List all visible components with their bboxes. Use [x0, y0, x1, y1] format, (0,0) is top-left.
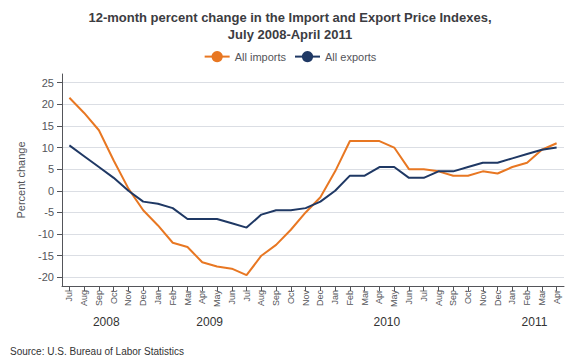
svg-text:10: 10 [42, 142, 54, 154]
svg-text:-10: -10 [38, 228, 54, 240]
svg-text:Jul: Jul [64, 290, 74, 302]
svg-text:July 2008-April 2011: July 2008-April 2011 [228, 27, 352, 42]
svg-text:Feb: Feb [168, 290, 178, 306]
svg-text:Aug: Aug [79, 290, 89, 306]
svg-text:Mar: Mar [183, 290, 193, 306]
svg-text:Nov: Nov [123, 290, 133, 307]
svg-text:Percent change: Percent change [15, 141, 27, 218]
svg-text:12-month percent change in the: 12-month percent change in the Import an… [88, 10, 491, 25]
svg-text:15: 15 [42, 120, 54, 132]
svg-text:Dec: Dec [138, 290, 148, 307]
svg-text:Apr: Apr [197, 290, 207, 304]
svg-text:Nov: Nov [478, 290, 488, 307]
svg-text:2008: 2008 [93, 315, 120, 329]
svg-text:Feb: Feb [345, 290, 355, 306]
svg-text:Aug: Aug [434, 290, 444, 306]
svg-text:All exports: All exports [325, 51, 377, 63]
svg-text:-20: -20 [38, 271, 54, 283]
svg-text:Sep: Sep [94, 290, 104, 306]
svg-text:-5: -5 [44, 206, 54, 218]
svg-text:Oct: Oct [109, 290, 119, 305]
svg-text:0: 0 [48, 185, 54, 197]
svg-text:2010: 2010 [373, 315, 400, 329]
svg-text:May: May [389, 290, 399, 308]
svg-text:Jan: Jan [330, 290, 340, 305]
svg-text:Mar: Mar [360, 290, 370, 306]
svg-text:5: 5 [48, 163, 54, 175]
svg-text:Jan: Jan [507, 290, 517, 305]
svg-text:25: 25 [42, 77, 54, 89]
svg-text:Jan: Jan [153, 290, 163, 305]
svg-text:Sep: Sep [448, 290, 458, 306]
svg-text:20: 20 [42, 98, 54, 110]
svg-text:All imports: All imports [235, 51, 287, 63]
svg-text:Jun: Jun [227, 290, 237, 305]
svg-text:Nov: Nov [301, 290, 311, 307]
svg-text:Jul: Jul [419, 290, 429, 302]
svg-text:Oct: Oct [463, 290, 473, 305]
svg-text:Mar: Mar [537, 290, 547, 306]
svg-text:Apr: Apr [552, 290, 562, 304]
svg-text:Feb: Feb [522, 290, 532, 306]
svg-text:Jun: Jun [404, 290, 414, 305]
svg-text:Apr: Apr [374, 290, 384, 304]
svg-text:Aug: Aug [256, 290, 266, 306]
svg-text:May: May [212, 290, 222, 308]
svg-text:Source: U.S. Bureau of Labor S: Source: U.S. Bureau of Labor Statistics [10, 346, 184, 357]
svg-text:Sep: Sep [271, 290, 281, 306]
svg-text:Dec: Dec [315, 290, 325, 307]
svg-text:Oct: Oct [286, 290, 296, 305]
svg-text:2011: 2011 [522, 315, 548, 329]
svg-text:2009: 2009 [196, 315, 223, 329]
svg-text:-15: -15 [38, 250, 54, 262]
svg-text:Jul: Jul [242, 290, 252, 302]
svg-text:Dec: Dec [493, 290, 503, 307]
